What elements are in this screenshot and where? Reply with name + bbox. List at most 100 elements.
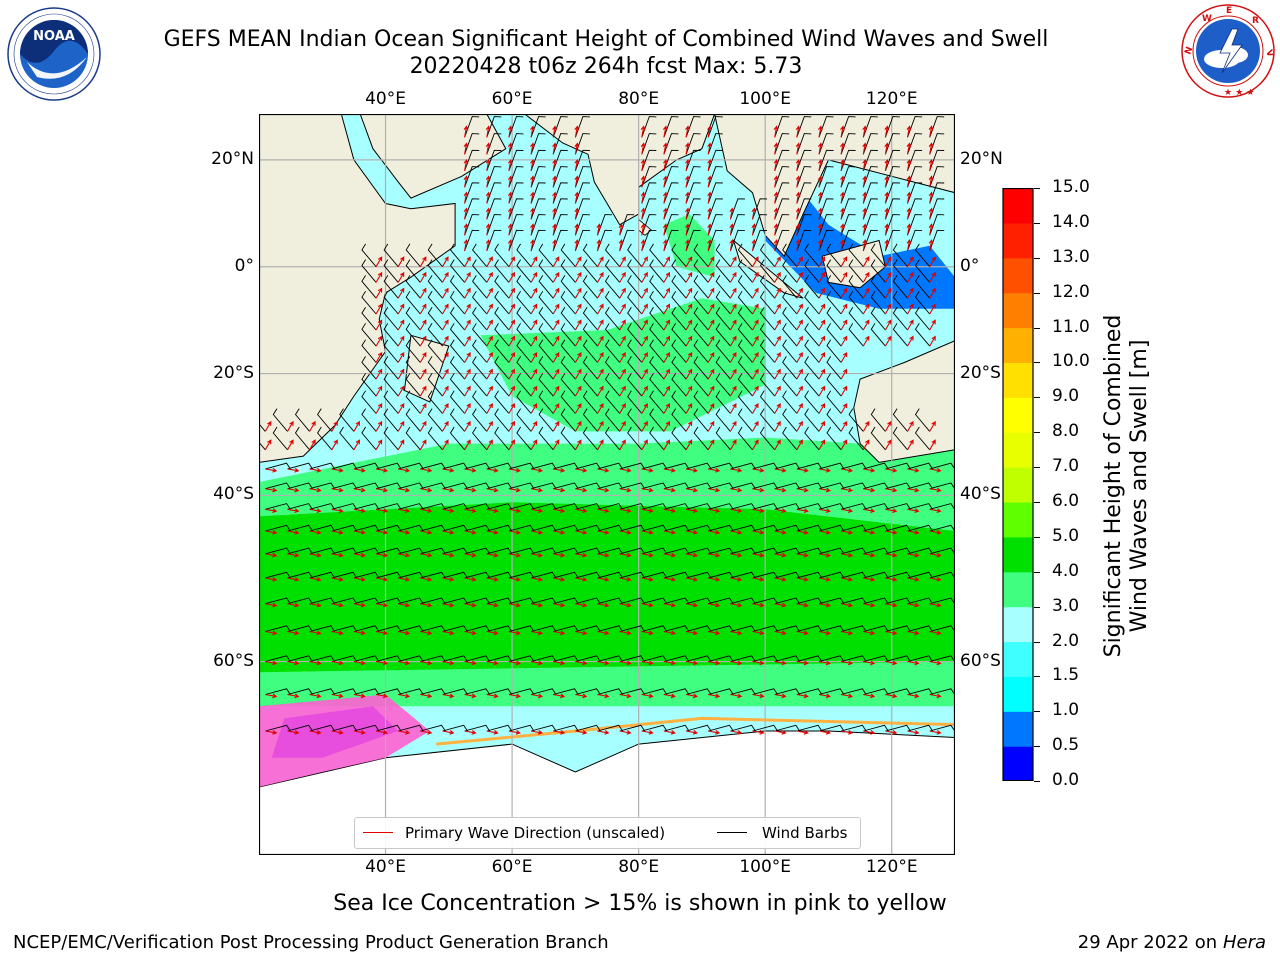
wave-arrow: [508, 352, 515, 363]
footer-right: 29 Apr 2022 on Hera: [1078, 932, 1266, 953]
wind-barb: [774, 229, 790, 252]
wind-barb: [538, 356, 554, 380]
colorbar-segment: [1003, 536, 1033, 573]
wave-arrow: [730, 508, 743, 514]
wave-arrow: [663, 271, 670, 283]
wind-barb: [575, 503, 601, 510]
colorbar-frame: [1002, 188, 1034, 781]
wind-barb: [486, 229, 502, 252]
wave-arrow: [442, 552, 455, 558]
wave-arrow: [508, 552, 521, 558]
wave-arrow: [707, 439, 715, 451]
wave-arrow: [530, 420, 538, 432]
wind-barb: [715, 356, 731, 380]
wave-arrow: [597, 352, 604, 363]
wind-barb: [309, 724, 336, 732]
wind-barb: [804, 373, 820, 397]
wind-barb: [929, 116, 945, 138]
wave-arrow: [885, 467, 898, 473]
wave-arrow: [885, 630, 898, 636]
wind-barb: [671, 426, 687, 451]
wind-barb: [804, 290, 820, 315]
wave-arrow: [486, 729, 499, 735]
wave-arrow: [818, 335, 826, 347]
antarctica-coast: [259, 730, 955, 788]
wind-barb: [774, 597, 801, 605]
wave-arrow: [685, 256, 693, 267]
wind-barb: [774, 198, 790, 220]
wave-arrow: [663, 420, 670, 432]
wave-arrow: [729, 352, 737, 363]
wave-arrow: [708, 660, 721, 666]
wind-barb: [375, 655, 402, 662]
wind-barb: [582, 306, 598, 331]
wind-barb: [907, 597, 933, 605]
wind-barb: [759, 339, 776, 363]
wave-arrow: [752, 368, 759, 380]
wind-barb: [663, 597, 690, 605]
wave-arrow: [331, 552, 344, 558]
wind-barb: [530, 571, 557, 579]
wind-barb: [649, 390, 665, 414]
colorbar-segment: [1003, 641, 1033, 677]
wave-arrow: [464, 660, 477, 666]
wind-barb: [582, 275, 598, 299]
wind-barb: [907, 214, 923, 236]
wave-arrow: [485, 223, 491, 236]
wave-arrow: [287, 508, 300, 514]
wave-arrow: [885, 729, 898, 735]
wind-barb: [782, 259, 798, 283]
wind-barb: [494, 408, 510, 432]
wave-arrow: [486, 552, 499, 558]
wind-barb: [796, 116, 812, 138]
wind-barb: [553, 524, 579, 532]
wind-barb: [671, 356, 687, 380]
wave-arrow: [841, 729, 854, 735]
wind-barb: [685, 116, 701, 138]
wind-barb: [818, 182, 834, 204]
wave-arrow: [752, 660, 765, 666]
wind-barb: [552, 229, 568, 252]
wind-barb: [715, 275, 731, 299]
wind-barb: [449, 306, 465, 331]
wind-barb: [707, 229, 723, 252]
wave-arrow: [419, 335, 427, 347]
wind-barb: [641, 547, 668, 555]
wave-arrow: [553, 576, 566, 582]
wave-arrow: [929, 319, 936, 331]
wind-barb: [862, 182, 878, 204]
wave-arrow: [862, 239, 867, 252]
wind-barb: [575, 571, 601, 579]
wave-arrow: [862, 223, 867, 236]
wave-arrow: [928, 175, 934, 188]
wave-arrow: [730, 630, 743, 636]
wave-arrow: [486, 602, 499, 608]
wave-arrow: [929, 271, 936, 283]
svg-text:E: E: [1226, 6, 1232, 16]
wind-barb: [574, 116, 590, 138]
wave-arrow: [397, 439, 405, 451]
wind-barb: [361, 243, 377, 267]
wind-barb: [516, 243, 532, 267]
colorbar-segment: [1003, 432, 1033, 468]
wave-arrow: [531, 693, 544, 699]
wave-arrow: [662, 158, 668, 172]
wave-arrow: [398, 576, 411, 582]
wind-barb: [398, 547, 424, 555]
wave-arrow: [707, 191, 712, 204]
wind-barb-field: [259, 116, 955, 732]
wind-barb: [892, 323, 908, 347]
wave-arrow: [619, 529, 632, 535]
wind-barb: [862, 116, 878, 138]
wind-barb: [708, 655, 734, 662]
wind-barb: [782, 243, 798, 267]
wave-arrow: [353, 508, 366, 514]
wave-arrow: [841, 660, 854, 666]
wind-barb: [597, 571, 623, 579]
wave-arrow: [752, 319, 759, 331]
wind-barb: [427, 243, 443, 267]
lat-label-left: 20°S: [213, 362, 254, 383]
land-madagascar: [403, 334, 450, 403]
legend-wind-barbs: Wind Barbs: [762, 824, 848, 842]
wind-barb: [449, 390, 465, 414]
